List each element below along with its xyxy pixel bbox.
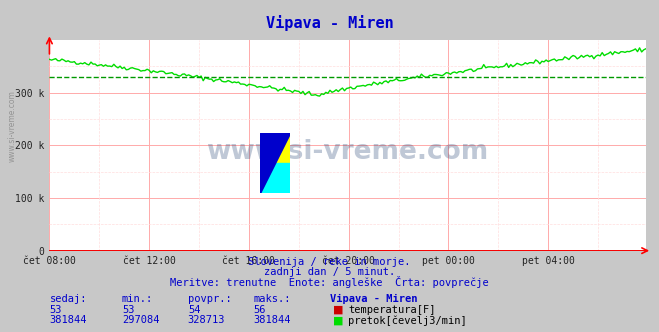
Polygon shape bbox=[260, 133, 290, 163]
Text: 53: 53 bbox=[49, 305, 62, 315]
Text: temperatura[F]: temperatura[F] bbox=[348, 305, 436, 315]
Text: povpr.:: povpr.: bbox=[188, 294, 231, 304]
Text: 297084: 297084 bbox=[122, 315, 159, 325]
Polygon shape bbox=[260, 163, 290, 193]
Text: 381844: 381844 bbox=[254, 315, 291, 325]
Text: maks.:: maks.: bbox=[254, 294, 291, 304]
Text: 328713: 328713 bbox=[188, 315, 225, 325]
Polygon shape bbox=[260, 133, 290, 193]
Text: Meritve: trenutne  Enote: angleške  Črta: povprečje: Meritve: trenutne Enote: angleške Črta: … bbox=[170, 276, 489, 288]
Text: 381844: 381844 bbox=[49, 315, 87, 325]
Text: Vipava - Miren: Vipava - Miren bbox=[266, 15, 393, 31]
Text: 56: 56 bbox=[254, 305, 266, 315]
Text: 54: 54 bbox=[188, 305, 200, 315]
Text: Slovenija / reke in morje.: Slovenija / reke in morje. bbox=[248, 257, 411, 267]
Text: sedaj:: sedaj: bbox=[49, 294, 87, 304]
Text: www.si-vreme.com: www.si-vreme.com bbox=[206, 138, 489, 165]
Text: ■: ■ bbox=[333, 305, 343, 315]
Text: min.:: min.: bbox=[122, 294, 153, 304]
Text: 53: 53 bbox=[122, 305, 134, 315]
Text: zadnji dan / 5 minut.: zadnji dan / 5 minut. bbox=[264, 267, 395, 277]
Text: Vipava - Miren: Vipava - Miren bbox=[330, 294, 417, 304]
Text: www.si-vreme.com: www.si-vreme.com bbox=[8, 90, 17, 162]
Text: ■: ■ bbox=[333, 315, 343, 325]
Text: pretok[čevelj3/min]: pretok[čevelj3/min] bbox=[348, 315, 467, 326]
